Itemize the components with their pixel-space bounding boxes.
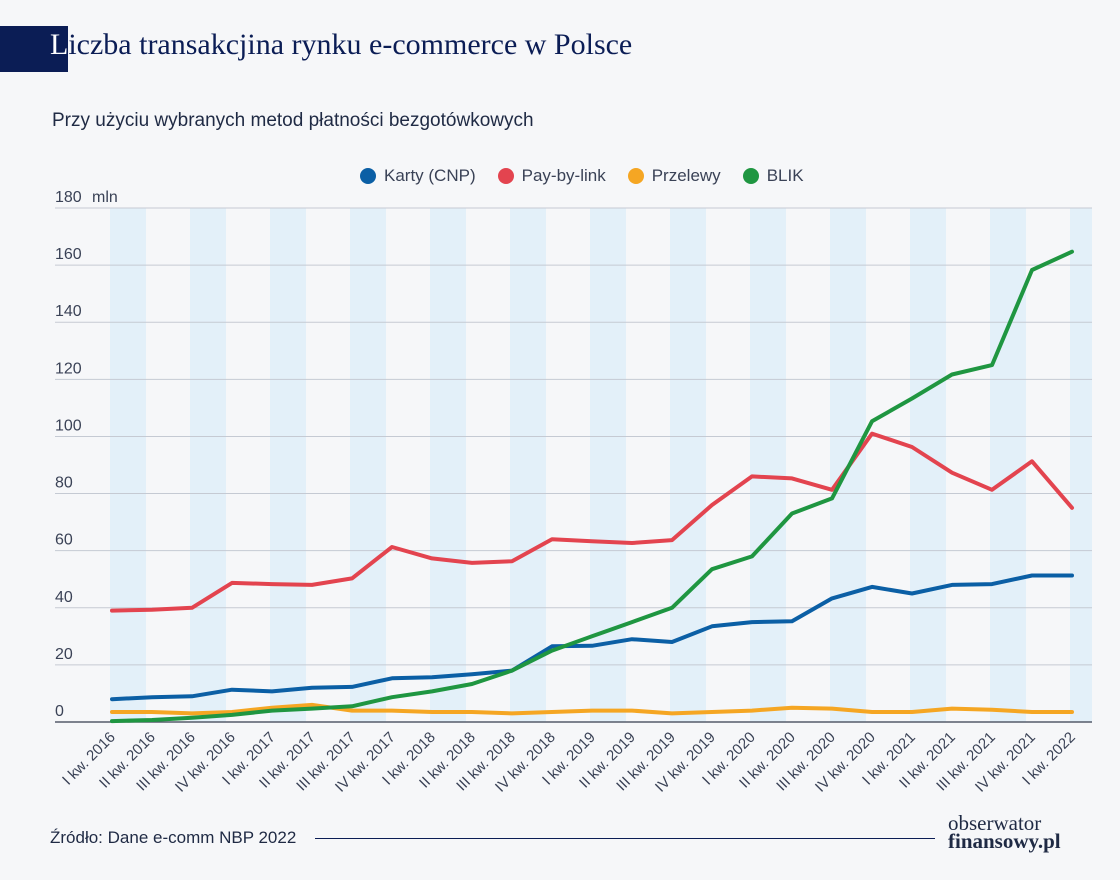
series-line xyxy=(110,702,1074,716)
column-band xyxy=(1070,208,1092,722)
y-tick-label: 140 xyxy=(55,303,82,320)
y-tick-label: 180 xyxy=(55,189,82,206)
chart-subtitle: Przy użyciu wybranych metod płatności be… xyxy=(52,110,534,131)
legend-item: Pay-by-link xyxy=(497,166,606,186)
logo-line-2: finansowy.pl xyxy=(948,829,1061,853)
legend-marker xyxy=(627,168,644,184)
series-line xyxy=(110,573,1074,702)
publisher-logo: obserwator finansowy.pl xyxy=(948,811,1061,853)
footer-divider xyxy=(315,838,935,839)
y-tick-label: 0 xyxy=(55,703,64,720)
y-tick-label: 100 xyxy=(55,417,82,434)
y-tick-label: 160 xyxy=(55,246,82,263)
column-band xyxy=(110,208,146,722)
source-note: Źródło: Dane e-comm NBP 2022 xyxy=(50,828,297,847)
legend-item: Przelewy xyxy=(627,166,721,186)
column-band xyxy=(270,208,306,722)
legend-marker xyxy=(360,168,376,184)
legend-label: Przelewy xyxy=(651,166,721,185)
title-text: iczba transakcjina rynku e-commerce w Po… xyxy=(68,28,633,61)
logo-line-1: obserwator xyxy=(948,811,1042,835)
y-tick-label: 120 xyxy=(55,360,82,377)
column-band xyxy=(350,208,386,722)
column-band xyxy=(670,208,706,722)
legend-marker xyxy=(497,168,514,184)
title-accent-bar xyxy=(0,26,68,72)
column-band xyxy=(990,208,1026,722)
column-band xyxy=(510,208,546,722)
title-first-letter: L xyxy=(50,28,69,61)
legend-label: Karty (CNP) xyxy=(384,166,476,185)
column-band xyxy=(750,208,786,722)
y-tick-label: 40 xyxy=(55,589,73,606)
legend-label: BLIK xyxy=(766,166,804,185)
legend-item: Karty (CNP) xyxy=(360,166,476,186)
y-unit-label: mln xyxy=(92,189,118,206)
legend-label: Pay-by-link xyxy=(521,166,606,185)
series-line xyxy=(110,249,1074,724)
column-band xyxy=(430,208,466,722)
series-line xyxy=(110,431,1074,613)
chart-title: Liczba transakcjina rynku e-commerce w P… xyxy=(50,28,632,62)
chart-legend: Karty (CNP) Pay-by-link Przelewy BLIK xyxy=(360,166,804,186)
y-tick-label: 80 xyxy=(55,475,73,492)
y-tick-label: 20 xyxy=(55,646,73,663)
y-tick-label: 60 xyxy=(55,532,73,549)
legend-item: BLIK xyxy=(742,166,804,186)
column-band xyxy=(190,208,226,722)
legend-marker xyxy=(742,168,759,184)
